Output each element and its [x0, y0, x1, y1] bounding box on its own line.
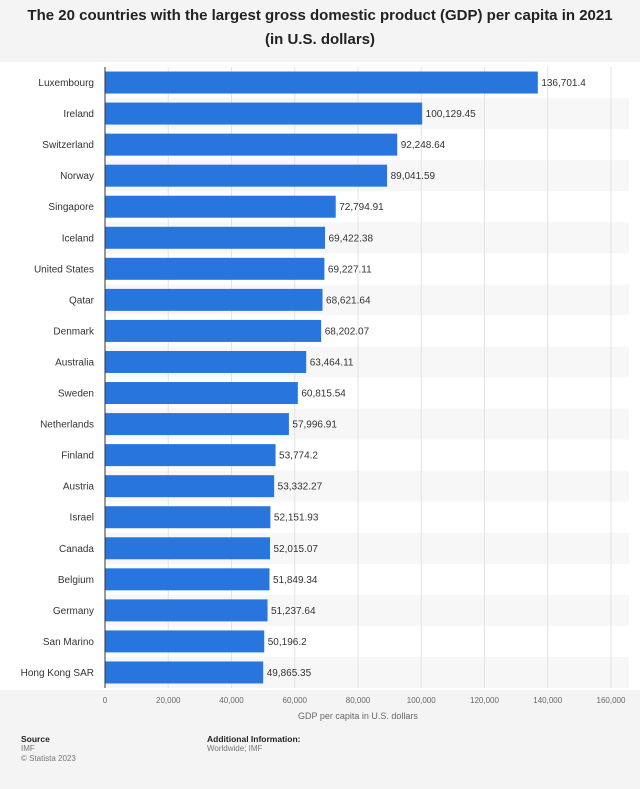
data-label: 69,227.11: [328, 264, 372, 275]
category-label: Qatar: [69, 295, 95, 306]
data-label: 63,464.11: [310, 357, 354, 368]
bar: [105, 568, 270, 591]
category-label: Netherlands: [40, 420, 94, 431]
source-heading: Source: [21, 734, 50, 744]
bar: [105, 71, 538, 94]
category-label: Australia: [55, 357, 94, 368]
data-label: 60,815.54: [301, 389, 346, 400]
data-label: 68,621.64: [326, 295, 371, 306]
bar: [105, 226, 326, 249]
category-label: Iceland: [62, 233, 94, 244]
data-label: 92,248.64: [401, 140, 446, 151]
bar: [105, 537, 270, 560]
bar: [105, 257, 325, 280]
data-label: 69,422.38: [329, 233, 374, 244]
x-tick-label: 40,000: [219, 696, 244, 705]
x-tick-label: 120,000: [470, 696, 499, 705]
category-label: United States: [34, 264, 94, 275]
category-label: San Marino: [43, 637, 95, 648]
x-tick-label: 0: [103, 696, 108, 705]
category-label: Israel: [70, 513, 94, 524]
category-label: Ireland: [63, 109, 94, 120]
bar: [105, 195, 336, 218]
additional-info-heading: Additional Information:: [207, 734, 301, 744]
bar: [105, 661, 264, 684]
data-label: 51,849.34: [273, 575, 318, 586]
x-axis-title: GDP per capita in U.S. dollars: [298, 711, 418, 721]
x-tick-label: 100,000: [407, 696, 436, 705]
bar: [105, 382, 298, 405]
data-label: 68,202.07: [325, 326, 370, 337]
x-tick-label: 60,000: [283, 696, 308, 705]
category-label: Germany: [53, 606, 94, 617]
category-label: Sweden: [58, 389, 94, 400]
x-tick-label: 80,000: [346, 696, 371, 705]
data-label: 57,996.91: [292, 420, 337, 431]
additional-info-block: Additional Information: Worldwide; IMF: [207, 734, 301, 754]
data-label: 52,015.07: [273, 544, 318, 555]
bar: [105, 444, 276, 467]
data-label: 52,151.93: [274, 513, 319, 524]
additional-info-text: Worldwide; IMF: [207, 744, 263, 753]
bar: [105, 413, 289, 436]
data-label: 50,196.2: [268, 637, 307, 648]
data-label: 49,865.35: [267, 668, 312, 679]
category-label: Luxembourg: [38, 78, 94, 89]
bar: [105, 288, 323, 311]
data-label: 100,129.45: [426, 109, 476, 120]
bar: [105, 133, 398, 156]
bar: [105, 506, 271, 529]
category-label: Norway: [60, 171, 94, 182]
category-label: Hong Kong SAR: [21, 668, 94, 679]
data-label: 89,041.59: [391, 171, 436, 182]
x-tick-label: 20,000: [156, 696, 181, 705]
bar: [105, 164, 388, 187]
data-label: 53,774.2: [279, 451, 318, 462]
category-label: Finland: [61, 451, 94, 462]
x-tick-label: 160,000: [597, 696, 626, 705]
source-name: IMF: [21, 744, 35, 753]
data-label: 72,794.91: [339, 202, 384, 213]
data-label: 136,701.4: [541, 78, 586, 89]
bar: [105, 319, 322, 342]
bar: [105, 599, 268, 622]
bar: [105, 475, 275, 498]
data-label: 51,237.64: [271, 606, 316, 617]
data-label: 53,332.27: [278, 482, 323, 493]
x-tick-label: 140,000: [533, 696, 562, 705]
bar: [105, 102, 423, 125]
source-block: Source IMF © Statista 2023: [21, 734, 76, 764]
category-label: Switzerland: [42, 140, 94, 151]
category-label: Canada: [59, 544, 94, 555]
category-label: Belgium: [58, 575, 94, 586]
chart-title: The 20 countries with the largest gross …: [27, 7, 613, 48]
category-label: Austria: [63, 482, 95, 493]
bar: [105, 350, 307, 373]
bar: [105, 630, 265, 653]
category-label: Singapore: [48, 202, 94, 213]
copyright: © Statista 2023: [21, 754, 76, 763]
category-label: Denmark: [53, 326, 95, 337]
